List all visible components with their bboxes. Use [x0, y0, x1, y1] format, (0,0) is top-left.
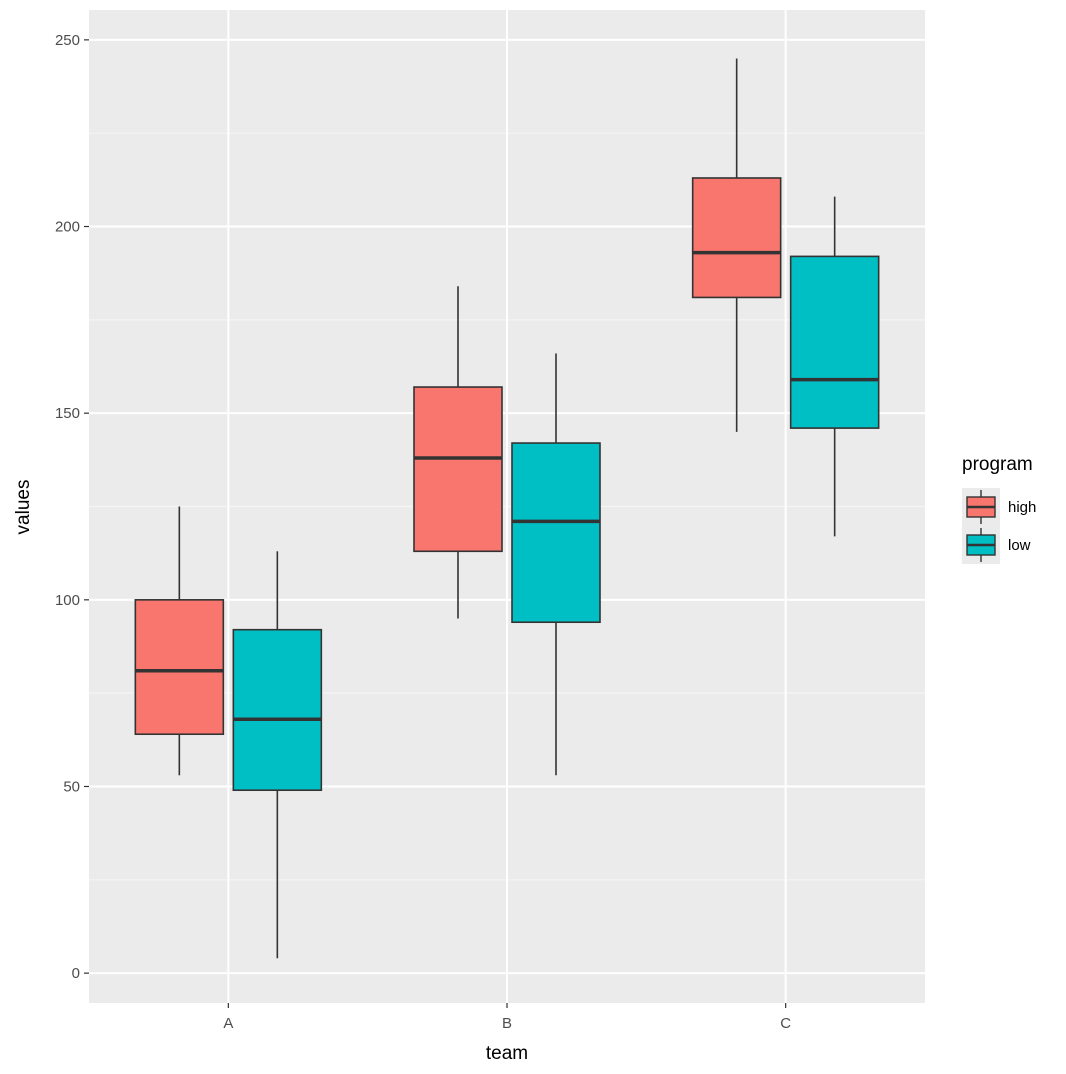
box-iqr — [232, 628, 323, 792]
box-iqr — [134, 599, 225, 736]
y-axis-title: values — [13, 480, 34, 535]
box-iqr — [789, 255, 880, 429]
box-high-A — [134, 506, 225, 776]
boxes-layer — [134, 58, 880, 959]
x-tick-label: A — [223, 1015, 233, 1032]
box-high-B — [413, 286, 503, 619]
y-tick-label: 0 — [72, 965, 80, 982]
x-tick-label: C — [780, 1015, 791, 1032]
x-tick-label: B — [502, 1015, 512, 1032]
box-iqr — [511, 442, 601, 624]
box-high-C — [691, 58, 782, 432]
legend-label: high — [1008, 499, 1036, 516]
box-low-C — [789, 196, 880, 537]
grid-lines — [89, 10, 925, 1003]
legend-item-high: high — [962, 488, 1036, 526]
box-low-A — [232, 551, 323, 959]
legend: program high low — [962, 454, 1036, 564]
legend-item-low: low — [962, 526, 1031, 564]
box-iqr — [413, 386, 503, 553]
box-low-B — [511, 353, 601, 776]
x-axis: A B C — [223, 1003, 791, 1032]
y-tick-label: 100 — [55, 592, 80, 609]
y-tick-label: 250 — [55, 32, 80, 49]
y-tick-label: 200 — [55, 219, 80, 236]
box-iqr — [691, 177, 782, 299]
x-axis-title: team — [486, 1043, 528, 1064]
y-tick-label: 150 — [55, 405, 80, 422]
legend-label: low — [1008, 537, 1031, 554]
legend-title: program — [962, 454, 1033, 475]
y-axis: 0 50 100 150 200 250 — [55, 32, 89, 982]
y-tick-label: 50 — [63, 778, 80, 795]
